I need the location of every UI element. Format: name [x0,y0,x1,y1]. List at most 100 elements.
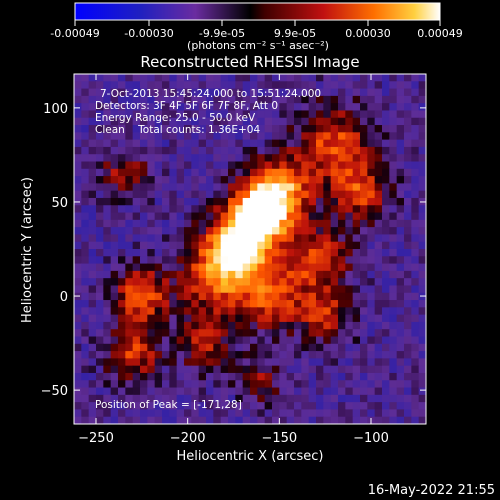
heatmap-cell [418,394,426,403]
heatmap-cell [308,314,317,323]
heatmap-cell [176,336,185,345]
heatmap-cell [88,205,97,214]
heatmap-cell [125,409,134,418]
heatmap-cell [103,380,112,389]
heatmap-cell [250,205,258,214]
heatmap-cell [198,270,207,279]
heatmap-cell [169,394,178,403]
heatmap-cell [132,176,141,184]
heatmap-cell [162,125,170,133]
heatmap-cell [352,270,361,279]
heatmap-cell [169,249,178,257]
heatmap-cell [110,256,119,265]
heatmap-cell [81,321,90,330]
heatmap-cell [404,197,412,206]
heatmap-cell [74,409,82,418]
heatmap-cell [206,278,214,287]
heatmap-cell [162,219,170,228]
heatmap-cell [198,234,207,243]
heatmap-cell [330,380,339,389]
heatmap-cell [206,372,214,381]
heatmap-cell [110,321,119,330]
heatmap-cell [110,380,119,389]
heatmap-cell [88,88,97,97]
heatmap-cell [374,372,383,381]
y-tick-label: 100 [43,102,68,117]
heatmap-cell [286,409,295,418]
heatmap-cell [316,176,324,184]
heatmap-cell [184,117,192,126]
heatmap-cell [220,161,229,170]
heatmap-cell [250,219,258,228]
heatmap-cell [308,95,317,104]
heatmap-cell [74,285,82,294]
heatmap-cell [140,139,148,148]
heatmap-cell [74,154,82,163]
heatmap-cell [74,117,82,126]
heatmap-cell [308,168,317,177]
heatmap-cell [279,154,288,163]
heatmap-cell [418,168,426,177]
heatmap-cell [250,241,258,250]
heatmap-cell [169,402,178,411]
heatmap-cell [140,183,148,192]
heatmap-cell [301,219,310,228]
heatmap-cell [74,190,82,199]
heatmap-cell [228,351,236,359]
heatmap-cell [345,234,354,243]
heatmap-cell [132,219,141,228]
heatmap-cell [169,256,178,265]
heatmap-cell [338,416,346,424]
heatmap-cell [162,292,170,301]
heatmap-cell [294,285,302,294]
heatmap-cell [147,241,156,250]
heatmap-cell [118,154,126,163]
heatmap-cell [264,292,273,301]
heatmap-cell [374,190,383,199]
heatmap-cell [286,219,295,228]
heatmap-cell [110,176,119,184]
heatmap-cell [279,74,288,82]
heatmap-cell [264,103,273,112]
heatmap-cell [103,358,112,367]
heatmap-cell [264,74,273,82]
heatmap-cell [74,95,82,104]
colorbar-tick-label: 0.00049 [417,27,463,40]
heatmap-cell [118,292,126,301]
heatmap-cell [132,307,141,316]
heatmap-cell [242,197,251,206]
heatmap-cell [118,212,126,221]
heatmap-cell [367,146,376,155]
heatmap-cell [242,278,251,287]
heatmap-cell [411,103,420,112]
heatmap-cell [213,146,222,155]
heatmap-cell [264,256,273,265]
heatmap-cell [264,249,273,257]
heatmap-cell [103,154,112,163]
heatmap-cell [418,343,426,352]
heatmap-cell [382,125,390,133]
heatmap-cell [338,372,346,381]
heatmap-cell [294,146,302,155]
heatmap-cell [257,387,266,396]
heatmap-cell [140,343,148,352]
heatmap-cell [140,249,148,257]
heatmap-cell [191,270,200,279]
heatmap-cell [147,154,156,163]
heatmap-cell [323,249,332,257]
heatmap-cell [404,394,412,403]
heatmap-cell [286,402,295,411]
x-tick-label: −200 [170,431,206,446]
heatmap-cell [220,95,229,104]
heatmap-cell [411,292,420,301]
heatmap-cell [110,132,119,141]
heatmap-cell [176,190,185,199]
heatmap-cell [81,336,90,345]
heatmap-cell [228,285,236,294]
heatmap-cell [96,380,104,389]
heatmap-cell [250,380,258,389]
heatmap-cell [88,249,97,257]
heatmap-cell [279,380,288,389]
heatmap-cell [162,88,170,97]
heatmap-cell [352,81,361,90]
